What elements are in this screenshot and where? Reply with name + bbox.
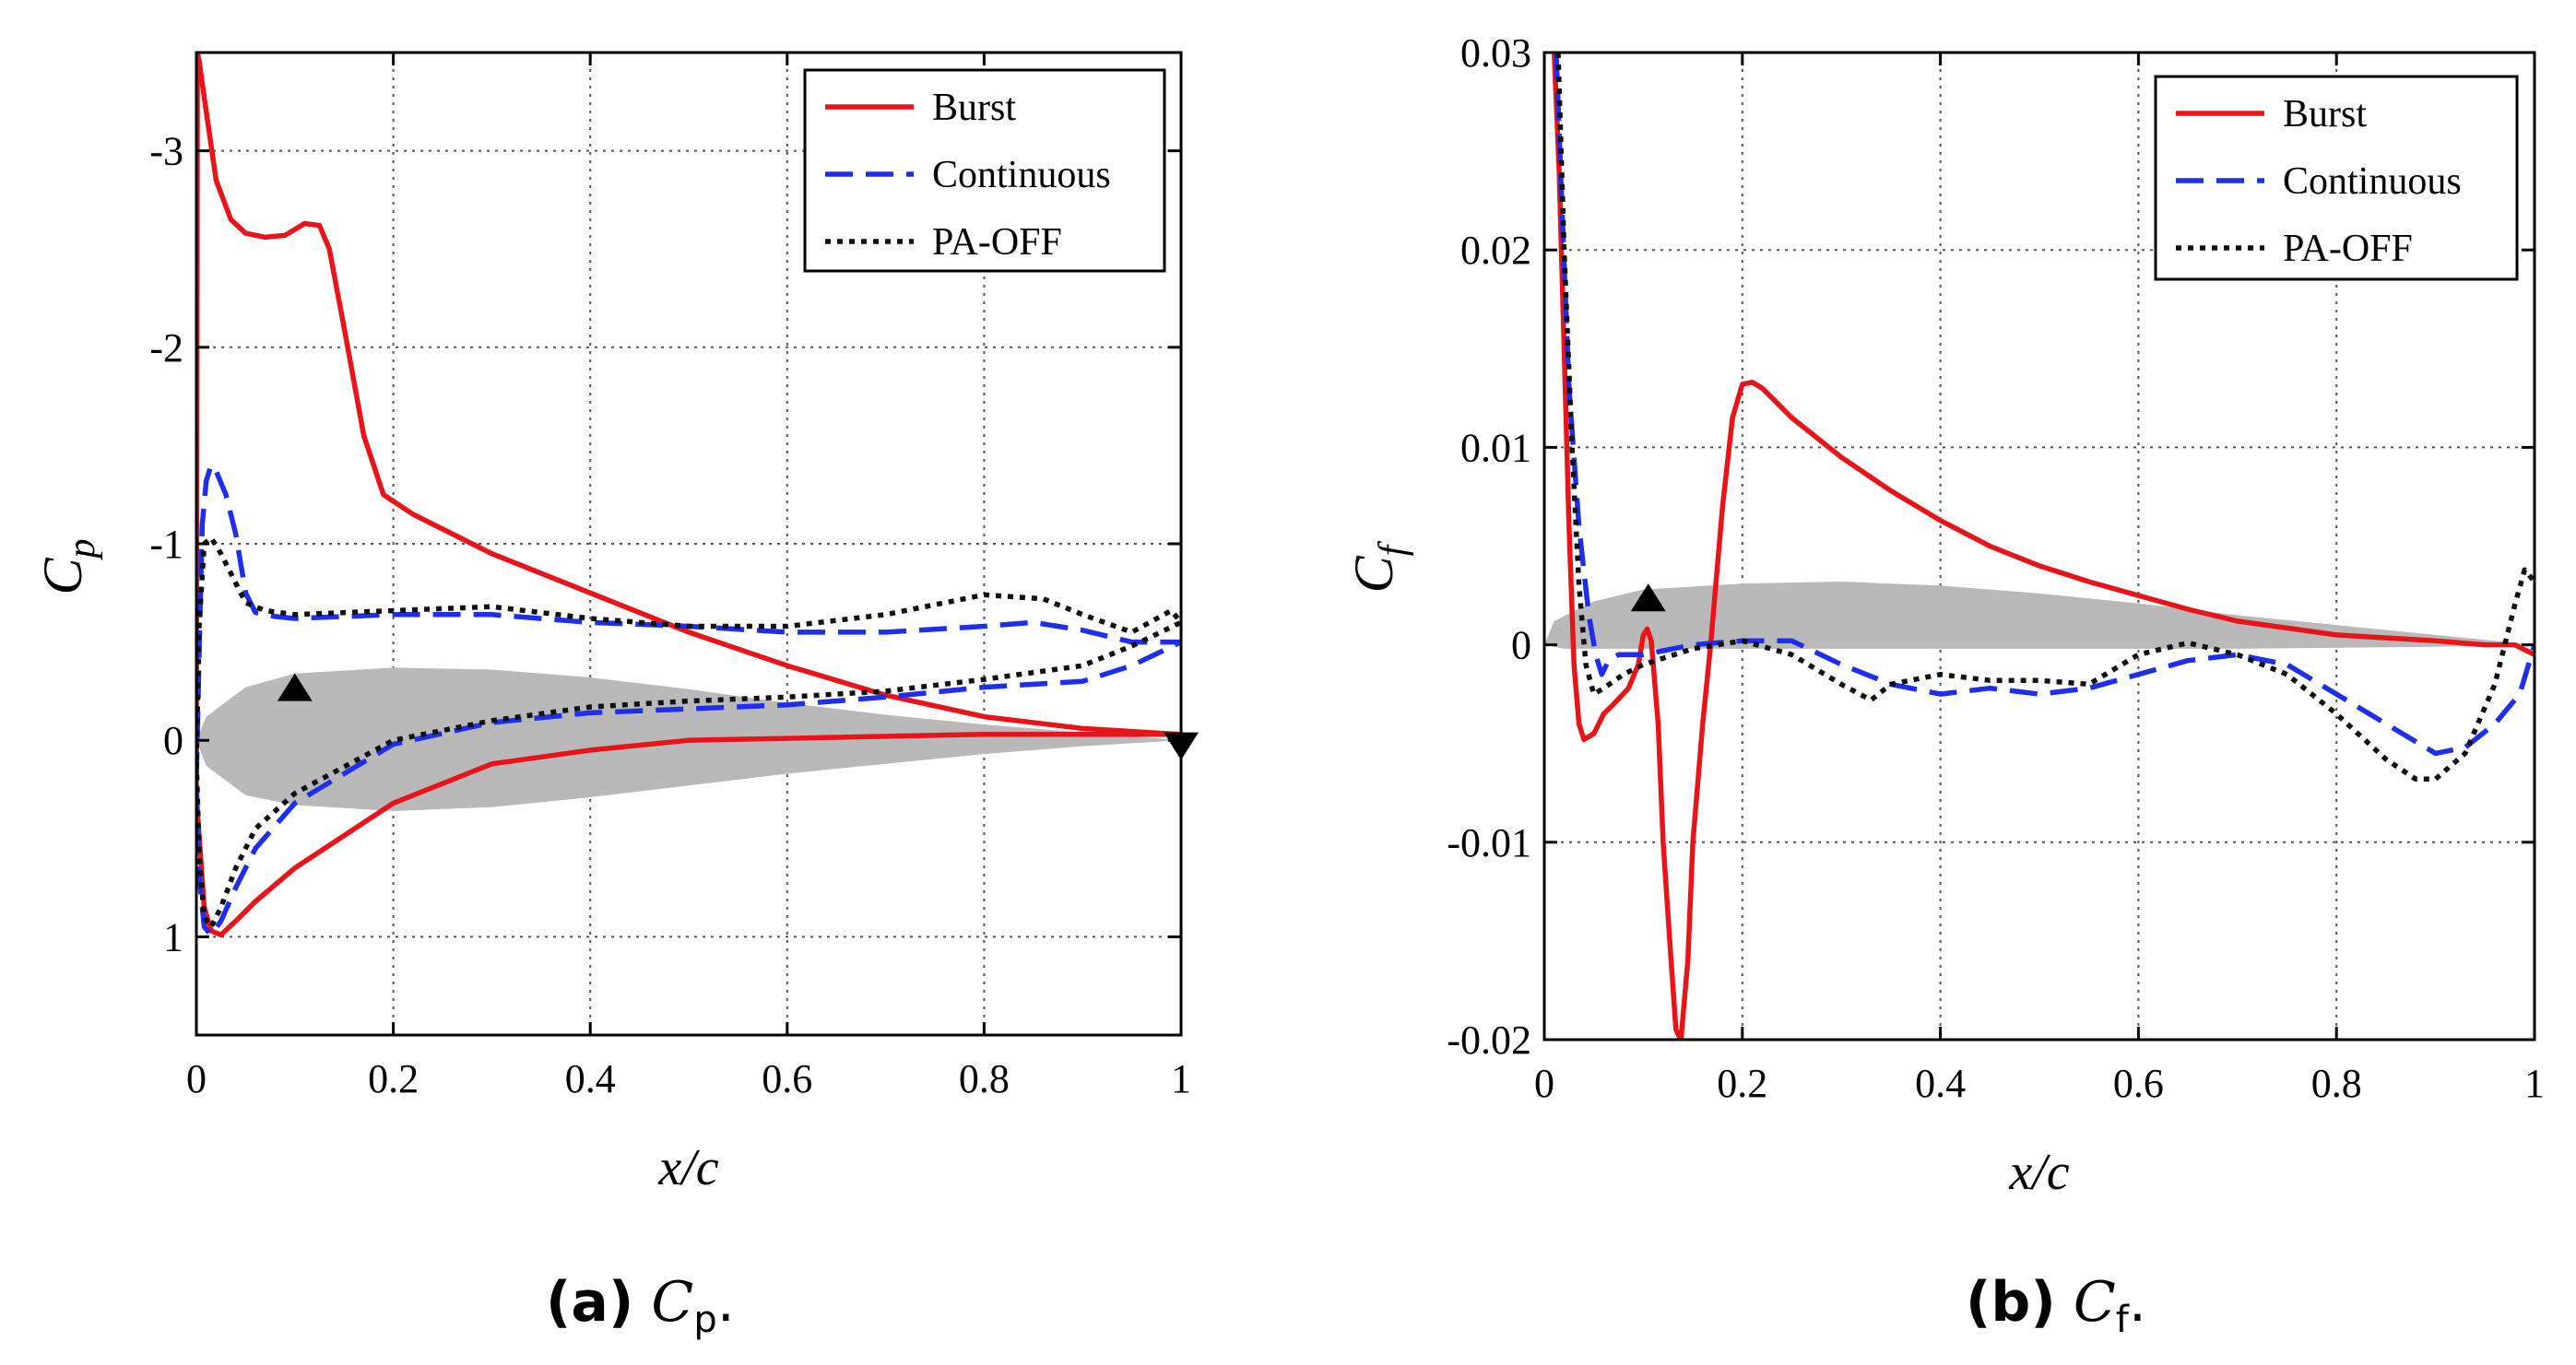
marker-triangle-up xyxy=(277,673,313,701)
legend-label: Burst xyxy=(932,87,1016,129)
x-tick-label: 1 xyxy=(2524,1061,2545,1106)
caption-a-suffix: . xyxy=(716,1270,735,1335)
caption-a: (a) Cp. xyxy=(546,1270,735,1341)
x-tick-label: 1 xyxy=(1171,1056,1191,1101)
series-continuous-line xyxy=(1554,53,2535,757)
legend-box xyxy=(803,68,1166,273)
y-tick-label: -1 xyxy=(149,522,183,567)
x-tick-label: 0.6 xyxy=(762,1056,812,1101)
y-axis-label-main: C xyxy=(32,558,93,595)
series-burst-line xyxy=(1551,53,2535,1040)
caption-b-label: (b) xyxy=(1966,1270,2056,1335)
y-axis-label-main: C xyxy=(1343,555,1404,593)
x-tick-label: 0.4 xyxy=(565,1056,616,1101)
caption-b-subscript: f xyxy=(2115,1299,2129,1341)
caption-a-label: (a) xyxy=(546,1270,634,1335)
y-tick-label: -0.01 xyxy=(1447,820,1531,865)
y-axis-label: Cf xyxy=(1343,540,1414,593)
legend-label: PA-OFF xyxy=(932,221,1062,264)
caption-a-symbol: C xyxy=(651,1270,694,1335)
caption-b-symbol: C xyxy=(2073,1270,2116,1335)
x-tick-label: 0.8 xyxy=(959,1056,1010,1101)
y-tick-label: -2 xyxy=(149,325,183,371)
y-tick-label: 0.02 xyxy=(1460,228,1531,273)
caption-a-subscript: p xyxy=(693,1299,717,1341)
y-tick-label: 0 xyxy=(163,718,183,763)
series-pa-off-line xyxy=(196,535,1181,930)
y-tick-label: -3 xyxy=(149,129,183,174)
plot-frame xyxy=(1542,51,2536,1041)
y-tick-label: 0 xyxy=(1511,623,1531,668)
x-tick-label: 0.6 xyxy=(2113,1061,2164,1106)
x-axis-label: x/c xyxy=(2008,1144,2069,1201)
series-burst-line xyxy=(196,53,1181,938)
legend-label: Continuous xyxy=(2283,160,2462,203)
y-tick-label: 0.03 xyxy=(1460,30,1531,76)
x-tick-label: 0 xyxy=(186,1056,207,1101)
series-continuous-line xyxy=(196,462,1181,938)
panel-a-cp-chart: 0 0.2 0.4 0.6 0.8 1 1 0 -1 -2 -3 x/c Cp Burst Continuo… xyxy=(32,51,1199,1196)
y-tick-label: 1 xyxy=(163,914,183,959)
marker-triangle-up xyxy=(1630,583,1666,612)
x-tick-label: 0.8 xyxy=(2311,1061,2362,1106)
legend-label: Burst xyxy=(2283,93,2367,135)
legend-label: Continuous xyxy=(932,154,1111,196)
airfoil-shape xyxy=(1544,582,2535,649)
y-tick-label: -0.02 xyxy=(1447,1018,1531,1063)
x-axis-label: x/c xyxy=(657,1139,718,1196)
x-tick-label: 0.2 xyxy=(368,1056,419,1101)
y-axis-label: Cp xyxy=(32,538,103,594)
x-tick-label: 0.4 xyxy=(1915,1061,1966,1106)
caption-b: (b) Cf. xyxy=(1966,1270,2146,1341)
x-tick-label: 0.2 xyxy=(1717,1061,1767,1106)
panel-b-cf-chart: 0 0.2 0.4 0.6 0.8 1 -0.02 -0.01 0 0.01 0.02 0.03 x/c… xyxy=(1343,30,2545,1201)
y-axis-label-sub: p xyxy=(61,538,103,560)
y-axis-label-sub: f xyxy=(1372,540,1414,556)
y-tick-label: 0.01 xyxy=(1460,425,1531,470)
x-tick-label: 0 xyxy=(1534,1061,1554,1106)
legend-label: PA-OFF xyxy=(2283,228,2413,270)
series-pa-off-line xyxy=(1555,53,2535,783)
caption-b-suffix: . xyxy=(2128,1270,2146,1335)
